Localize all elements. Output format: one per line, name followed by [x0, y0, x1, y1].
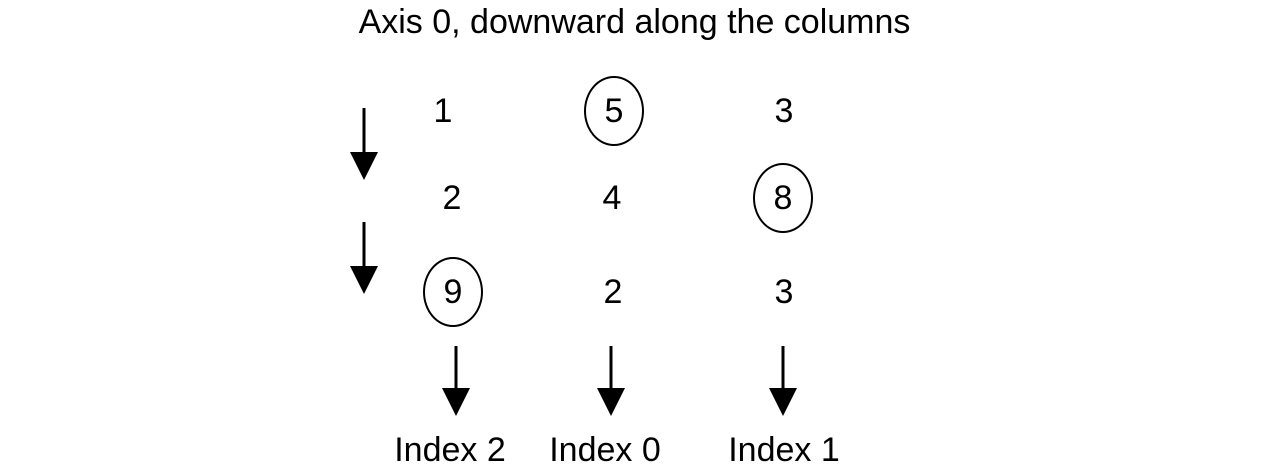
column-arrow-down-icon [769, 346, 797, 416]
index-label: Index 0 [549, 431, 661, 469]
column-arrow-down-icon [597, 346, 625, 416]
matrix-cell: 2 [603, 273, 623, 311]
matrix-cell: 2 [442, 179, 462, 217]
matrix-cell-highlighted: 9 [413, 257, 493, 327]
column-arrow-down-icon [442, 346, 470, 416]
matrix-cell-highlighted: 8 [743, 163, 823, 233]
diagram-title: Axis 0, downward along the columns [358, 3, 911, 41]
matrix-cell: 1 [433, 92, 453, 130]
index-label: Index 2 [394, 431, 506, 469]
axis-arrow-down-icon [350, 108, 378, 180]
matrix-cell: 3 [774, 273, 794, 311]
index-label: Index 1 [728, 431, 840, 469]
matrix-cell-highlighted: 5 [574, 76, 654, 146]
matrix-cell: 3 [774, 92, 794, 130]
matrix-cell: 4 [602, 179, 622, 217]
axis-arrow-down-icon [350, 222, 378, 294]
